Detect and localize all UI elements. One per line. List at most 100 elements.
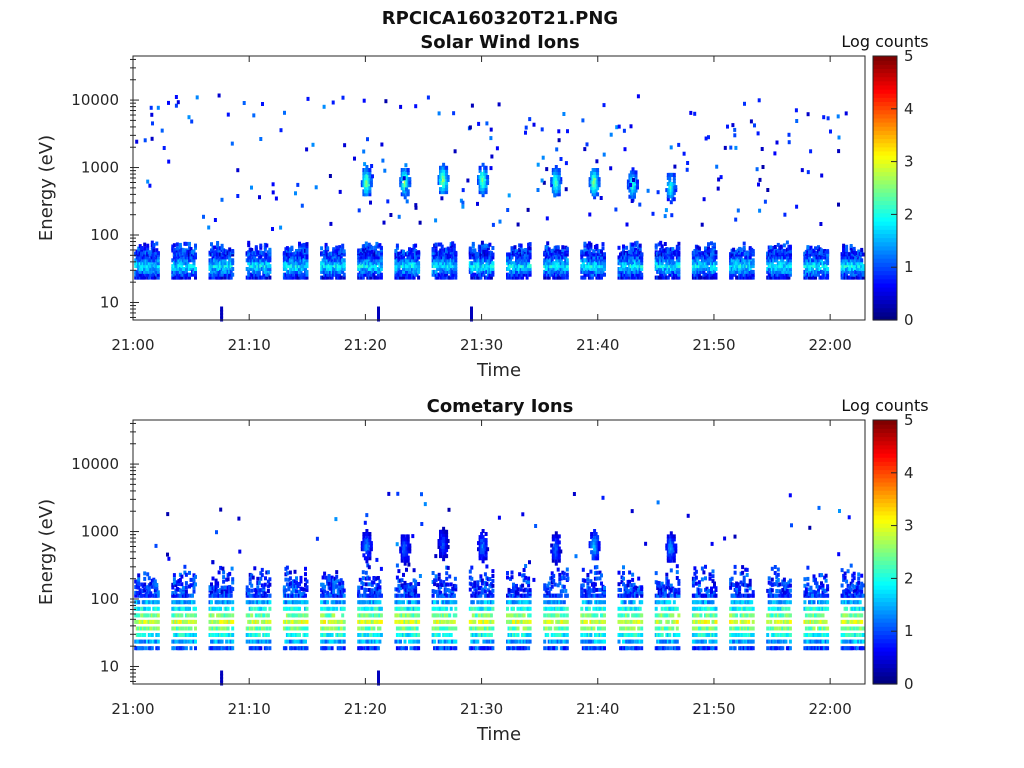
heatmap-cell [565, 269, 569, 274]
heatmap-cell [581, 275, 585, 280]
heatmap-cell [178, 619, 182, 624]
heatmap-cell [365, 174, 369, 179]
colorbar-segment [873, 126, 897, 131]
heatmap-cell [268, 639, 272, 644]
heatmap-cell [451, 252, 455, 257]
heatmap-cell [785, 240, 789, 245]
heatmap-cell [285, 606, 289, 611]
heatmap-cell [330, 613, 334, 618]
heatmap-cell [285, 565, 289, 570]
heatmap-cell [298, 619, 301, 624]
heatmap-cell [635, 261, 639, 266]
heatmap-cell [167, 100, 170, 105]
heatmap-cell [448, 255, 452, 260]
heatmap-cell [654, 267, 658, 271]
heatmap-cell [172, 646, 176, 651]
heatmap-cell [266, 613, 270, 618]
heatmap-cell [811, 267, 814, 271]
heatmap-cell [596, 269, 600, 274]
heatmap-cell [518, 258, 522, 263]
heatmap-cell [253, 606, 257, 611]
heatmap-cell [180, 275, 184, 280]
heatmap-cell [806, 255, 810, 260]
heatmap-cell [411, 255, 414, 260]
heatmap-cell [662, 252, 666, 257]
colorbar-segment [873, 134, 897, 140]
heatmap-cell [861, 269, 865, 274]
heatmap-cell [220, 272, 224, 277]
heatmap-cell [268, 267, 272, 271]
heatmap-cell [231, 639, 235, 644]
heatmap-cell [808, 269, 811, 274]
heatmap-cell [454, 264, 458, 269]
heatmap-cell [527, 258, 531, 263]
x-tick-label: 21:10 [228, 336, 271, 354]
heatmap-cell [454, 269, 458, 274]
heatmap-cell [480, 261, 484, 266]
heatmap-cell [554, 177, 558, 182]
heatmap-cell [146, 245, 150, 250]
colorbar-tick-label: 5 [904, 47, 914, 65]
heatmap-cell [291, 606, 295, 611]
heatmap-cell [226, 619, 230, 624]
heatmap-cell [223, 261, 227, 266]
heatmap-cell [439, 181, 442, 185]
heatmap-cell [770, 261, 774, 266]
heatmap-cell [622, 250, 625, 255]
heatmap-cell [271, 190, 275, 195]
heatmap-cell [451, 269, 455, 274]
heatmap-cell [291, 600, 295, 605]
heatmap-cell [298, 606, 301, 611]
heatmap-cell [405, 275, 408, 280]
colorbar-segment [873, 122, 897, 127]
heatmap-cell [629, 185, 633, 190]
heatmap-cell [265, 261, 269, 266]
heatmap-cell [248, 577, 252, 582]
heatmap-cell [189, 267, 193, 271]
heatmap-cell [253, 588, 257, 593]
heatmap-cell [426, 95, 430, 100]
heatmap-cell [305, 258, 309, 263]
heatmap-cell [654, 245, 658, 250]
heatmap-cell [194, 626, 197, 631]
heatmap-cell [795, 204, 799, 209]
heatmap-cell [149, 626, 153, 631]
heatmap-cell [226, 264, 230, 269]
heatmap-cell [635, 264, 639, 269]
heatmap-cell [156, 105, 160, 110]
heatmap-cell [590, 272, 594, 277]
heatmap-cell [302, 619, 306, 624]
heatmap-cell [716, 186, 720, 191]
heatmap-cell [486, 175, 490, 179]
heatmap-cell [595, 243, 599, 248]
heatmap-cell [528, 246, 532, 251]
heatmap-cell [330, 261, 334, 266]
heatmap-cell [150, 264, 154, 269]
heatmap-cell [733, 258, 737, 263]
heatmap-cell [770, 255, 774, 260]
heatmap-cell [412, 246, 416, 251]
heatmap-cell [177, 255, 181, 260]
heatmap-cell [484, 187, 488, 192]
heatmap-cell [736, 258, 740, 263]
heatmap-cell [357, 255, 361, 260]
heatmap-cell [628, 261, 632, 266]
heatmap-cell [305, 269, 309, 274]
heatmap-cell [671, 258, 675, 263]
heatmap-cell [411, 247, 414, 252]
heatmap-cell [194, 613, 197, 618]
heatmap-cell [146, 606, 150, 611]
heatmap-cell [279, 128, 283, 133]
heatmap-cell [411, 258, 414, 263]
heatmap-cell [742, 246, 746, 250]
heatmap-cell [631, 261, 635, 266]
heatmap-cell [554, 183, 558, 188]
heatmap-cell [565, 246, 569, 251]
heatmap-cell [476, 201, 479, 206]
colorbar-segment [873, 291, 897, 296]
heatmap-cell [265, 639, 269, 644]
heatmap-cell [291, 633, 295, 637]
heatmap-cell [268, 646, 272, 651]
heatmap-cell [146, 252, 150, 257]
heatmap-cell [671, 247, 675, 252]
